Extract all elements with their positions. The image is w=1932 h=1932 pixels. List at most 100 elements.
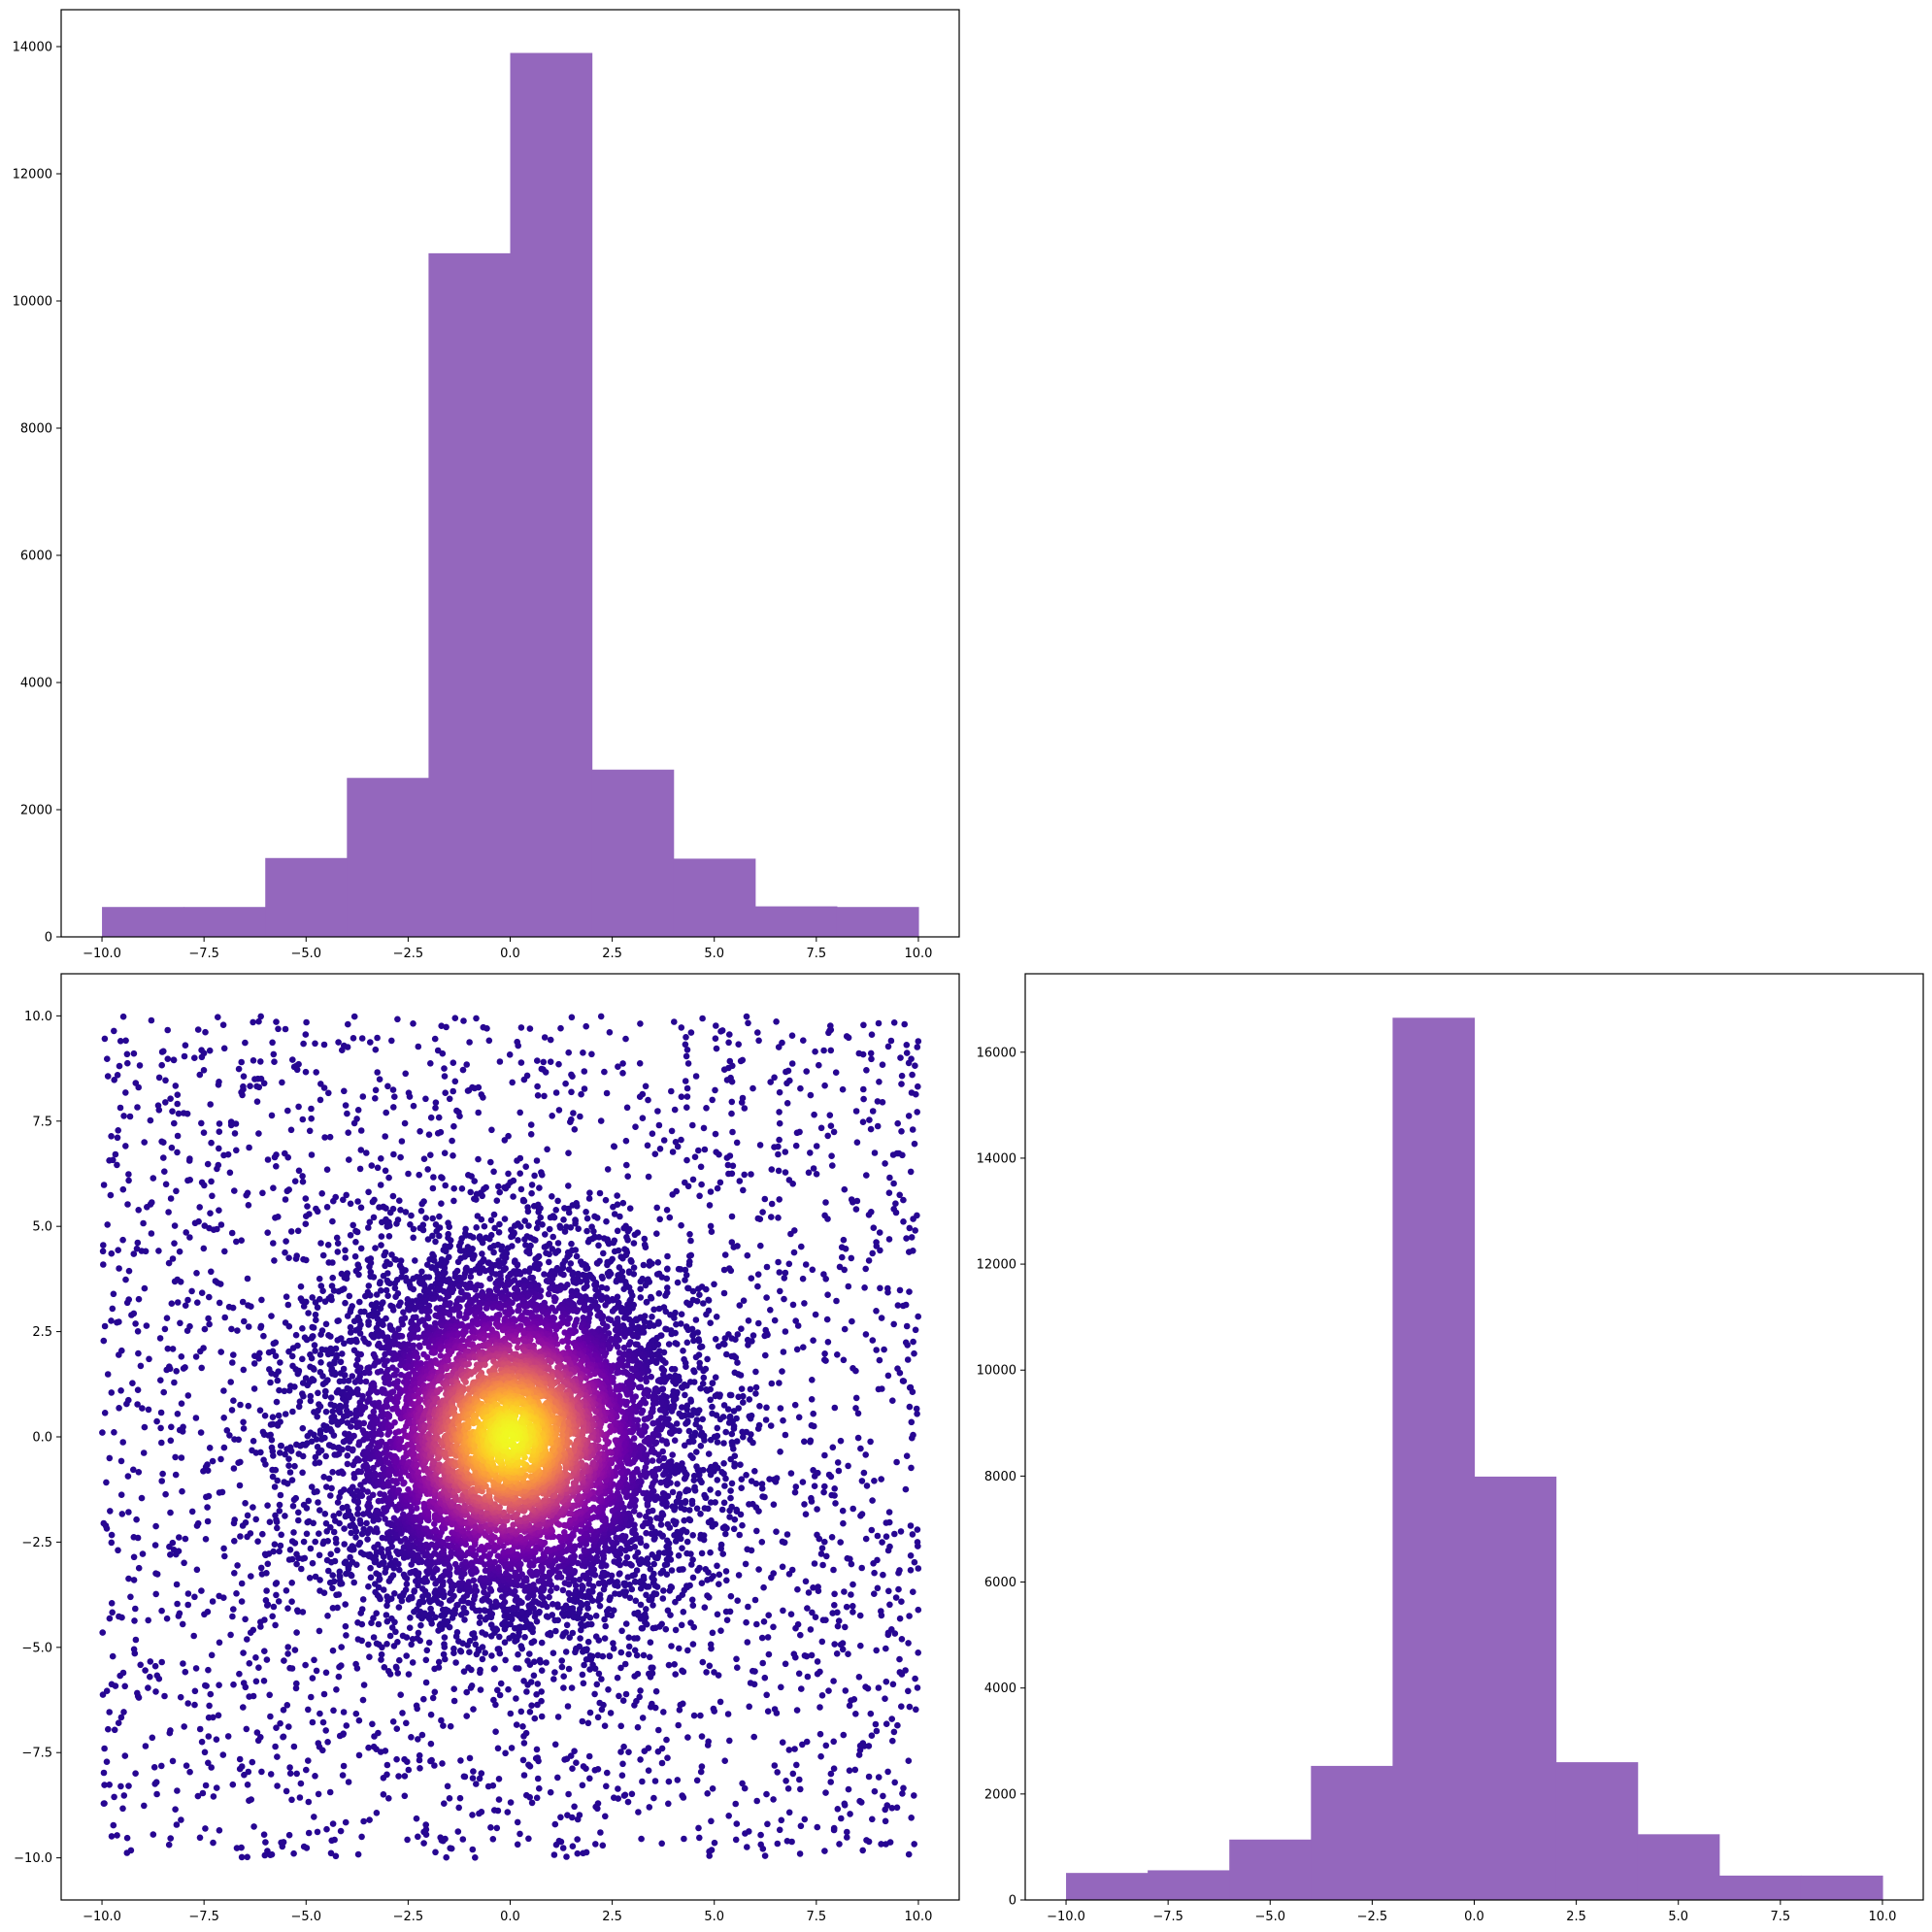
- scatter-point: [364, 1536, 371, 1543]
- scatter-point: [270, 1050, 278, 1058]
- scatter-point: [637, 1285, 644, 1292]
- scatter-point: [352, 1710, 360, 1717]
- scatter-point: [847, 1811, 853, 1817]
- scatter-point: [559, 1845, 567, 1851]
- scatter-point: [701, 1505, 709, 1512]
- scatter-point: [645, 1745, 652, 1751]
- scatter-point: [174, 1091, 182, 1098]
- scatter-point: [343, 1632, 350, 1639]
- scatter-point: [422, 1215, 430, 1221]
- scatter-point: [279, 1079, 285, 1086]
- scatter-point: [649, 1314, 655, 1320]
- scatter-point: [405, 1170, 412, 1178]
- scatter-point: [469, 1255, 477, 1262]
- scatter-point: [594, 1215, 601, 1221]
- scatter-point: [519, 1756, 527, 1764]
- scatter-point: [397, 1153, 404, 1161]
- scatter-point: [454, 1601, 461, 1609]
- scatter-point: [731, 1369, 739, 1377]
- scatter-point: [350, 1119, 358, 1127]
- scatter-point: [340, 1762, 348, 1770]
- scatter-point: [782, 1660, 789, 1668]
- scatter-point: [111, 1429, 117, 1436]
- scatter-point: [799, 1479, 807, 1485]
- scatter-point: [510, 1632, 516, 1640]
- scatter-point: [725, 1813, 732, 1819]
- scatter-point: [358, 1833, 365, 1841]
- scatter-point: [450, 1685, 458, 1692]
- scatter-point: [358, 1035, 366, 1042]
- scatter-point: [317, 1359, 324, 1366]
- scatter-point: [419, 1598, 427, 1606]
- scatter-point: [678, 1383, 685, 1391]
- scatter-point: [768, 1214, 775, 1220]
- scatter-point: [218, 1488, 226, 1496]
- scatter-point: [308, 1151, 316, 1158]
- scatter-point: [649, 1483, 655, 1490]
- scatter-point: [167, 1509, 174, 1516]
- scatter-point: [617, 1722, 624, 1730]
- scatter-point: [372, 1353, 379, 1361]
- scatter-point: [280, 1707, 287, 1714]
- scatter-point: [463, 1713, 471, 1719]
- scatter-point: [331, 1371, 339, 1379]
- scatter-point: [175, 1548, 183, 1554]
- scatter-point: [620, 1743, 627, 1750]
- scatter-point: [350, 1035, 357, 1042]
- scatter-point: [434, 1047, 442, 1054]
- scatter-point: [340, 1378, 348, 1384]
- scatter-point: [339, 1446, 346, 1453]
- scatter-point: [678, 1311, 685, 1317]
- scatter-point: [689, 1121, 696, 1129]
- scatter-point: [319, 1251, 327, 1259]
- scatter-point: [365, 1641, 372, 1649]
- scatter-point: [238, 1580, 246, 1587]
- scatter-point: [463, 1061, 471, 1068]
- scatter-point: [854, 1434, 862, 1442]
- scatter-point: [467, 1268, 475, 1275]
- scatter-point: [574, 1836, 581, 1843]
- scatter-point: [378, 1650, 385, 1658]
- scatter-point: [672, 1309, 679, 1316]
- scatter-point: [668, 1127, 676, 1135]
- scatter-point: [653, 1515, 660, 1521]
- scatter-point: [801, 1300, 808, 1307]
- scatter-point: [177, 1693, 184, 1701]
- scatter-point: [687, 1619, 694, 1626]
- scatter-point: [197, 1429, 205, 1436]
- scatter-point: [560, 1684, 567, 1691]
- scatter-point: [761, 1332, 768, 1340]
- scatter-point: [188, 1508, 196, 1516]
- scatter-point: [808, 1494, 815, 1502]
- scatter-point: [830, 1824, 838, 1832]
- scatter-point: [182, 1042, 189, 1049]
- scatter-point: [655, 1549, 663, 1556]
- scatter-point: [302, 1661, 309, 1669]
- scatter-point: [858, 1564, 865, 1572]
- scatter-point: [540, 1058, 548, 1066]
- scatter-point: [330, 1528, 338, 1536]
- scatter-point: [765, 1612, 772, 1618]
- scatter-point: [689, 1574, 697, 1582]
- scatter-point: [255, 1664, 262, 1671]
- scatter-point: [293, 1680, 300, 1687]
- scatter-point: [634, 1723, 642, 1731]
- scatter-point: [123, 1834, 131, 1842]
- scatter-point: [115, 1127, 121, 1134]
- scatter-point: [233, 1147, 240, 1154]
- scatter-point: [614, 1192, 620, 1199]
- scatter-point: [562, 1602, 570, 1610]
- scatter-point: [645, 1767, 652, 1774]
- scatter-point: [606, 1652, 614, 1659]
- scatter-point: [172, 1453, 179, 1461]
- scatter-point: [486, 1585, 494, 1592]
- scatter-point: [373, 1610, 381, 1616]
- scatter-point: [790, 1249, 798, 1256]
- scatter-point: [633, 1651, 641, 1659]
- scatter-point: [483, 1025, 490, 1032]
- scatter-point: [884, 1288, 891, 1296]
- scatter-point: [738, 1099, 746, 1106]
- scatter-point: [230, 1397, 237, 1404]
- scatter-point: [620, 1285, 627, 1292]
- scatter-point: [153, 1790, 160, 1798]
